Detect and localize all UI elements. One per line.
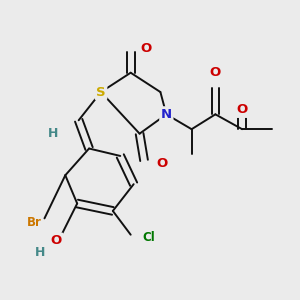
Text: O: O — [236, 103, 248, 116]
Text: N: N — [161, 108, 172, 121]
Text: S: S — [96, 85, 106, 98]
Text: O: O — [210, 66, 221, 79]
Text: O: O — [140, 42, 151, 56]
Text: H: H — [35, 246, 45, 259]
Text: O: O — [156, 157, 167, 170]
Text: Cl: Cl — [142, 231, 155, 244]
Text: H: H — [48, 127, 59, 140]
Text: O: O — [51, 234, 62, 247]
Text: Br: Br — [27, 216, 41, 229]
